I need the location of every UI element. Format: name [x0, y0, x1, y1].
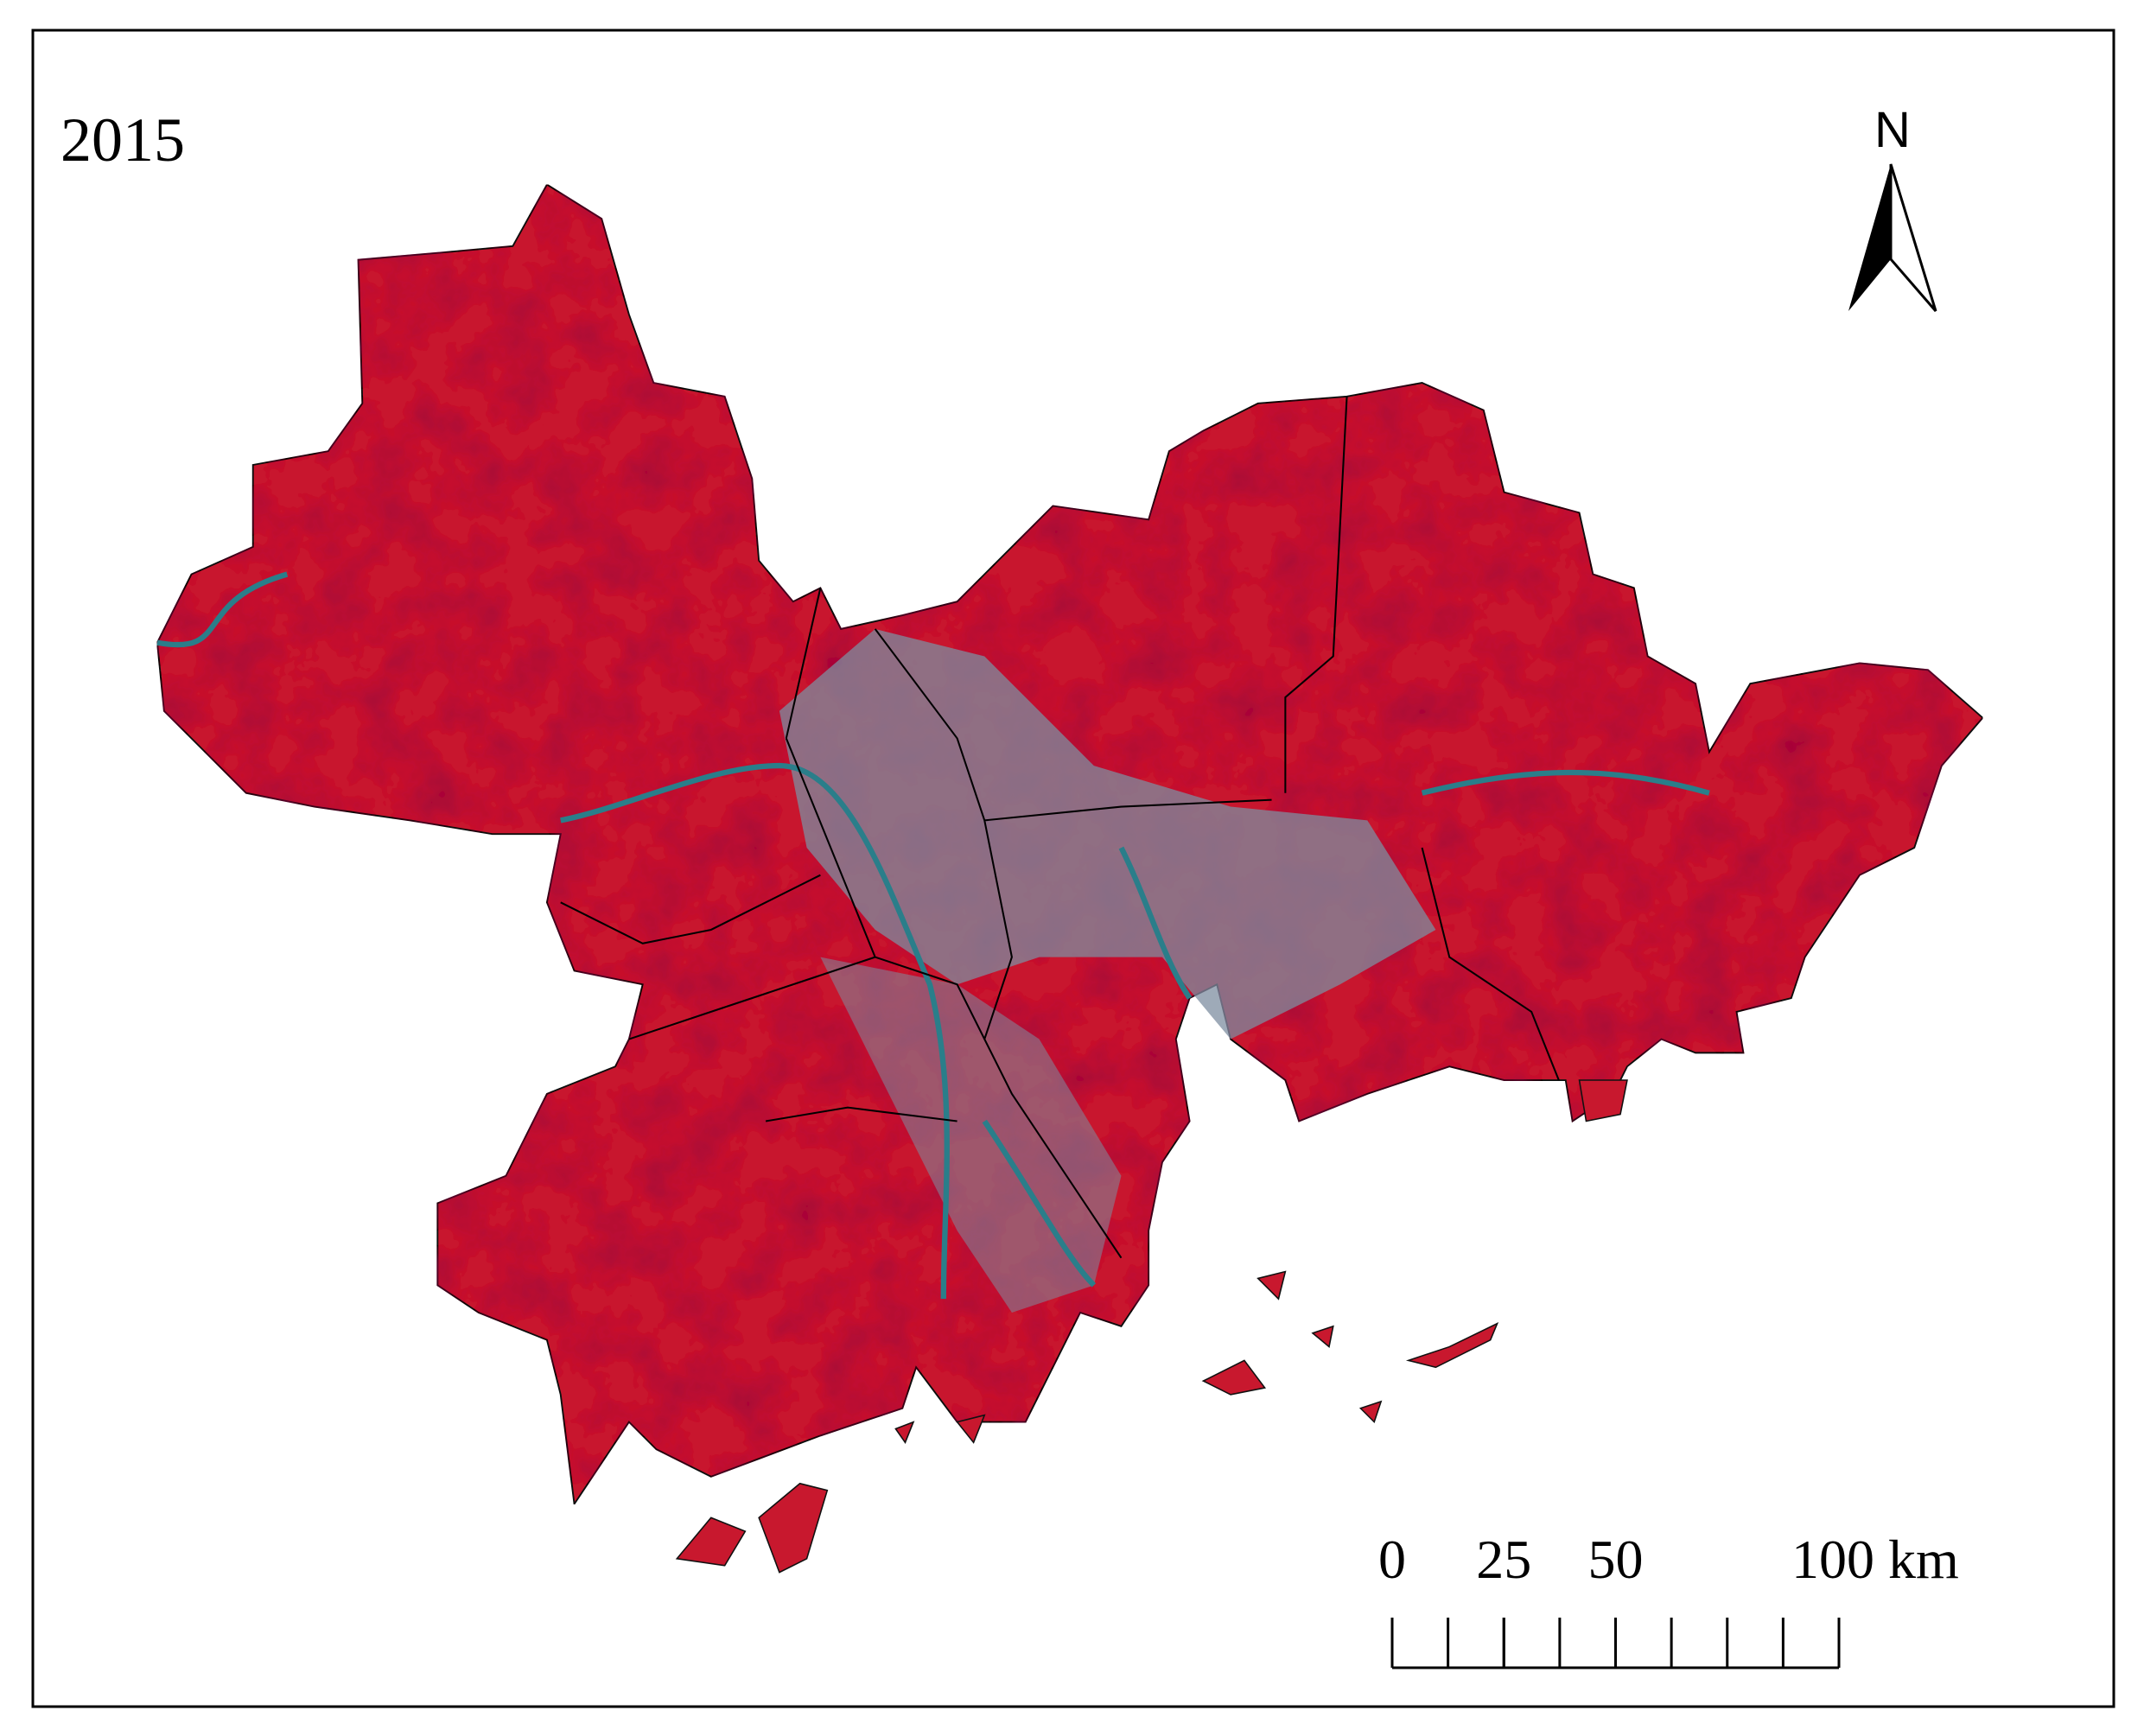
urban-area	[820, 957, 1122, 1313]
scale-tick-label: 0	[1378, 1529, 1406, 1590]
scale-tick-label: 100 km	[1791, 1529, 1959, 1590]
scale-tick-label: 25	[1476, 1529, 1531, 1590]
river	[156, 571, 1710, 1300]
scale-tick-label: 50	[1588, 1529, 1644, 1590]
urban-area	[779, 628, 1436, 1040]
islands	[675, 1079, 1628, 1574]
north-arrow-right	[1889, 163, 1937, 312]
scale-bar: 0 25 50 100 km	[1378, 1529, 1959, 1669]
north-arrow: N	[1848, 102, 1937, 312]
land-area	[156, 183, 1984, 1574]
north-arrow-left	[1848, 164, 1891, 311]
north-label: N	[1874, 102, 1911, 158]
map-year: 2015	[60, 105, 185, 175]
admin-boundary	[560, 396, 1560, 1259]
